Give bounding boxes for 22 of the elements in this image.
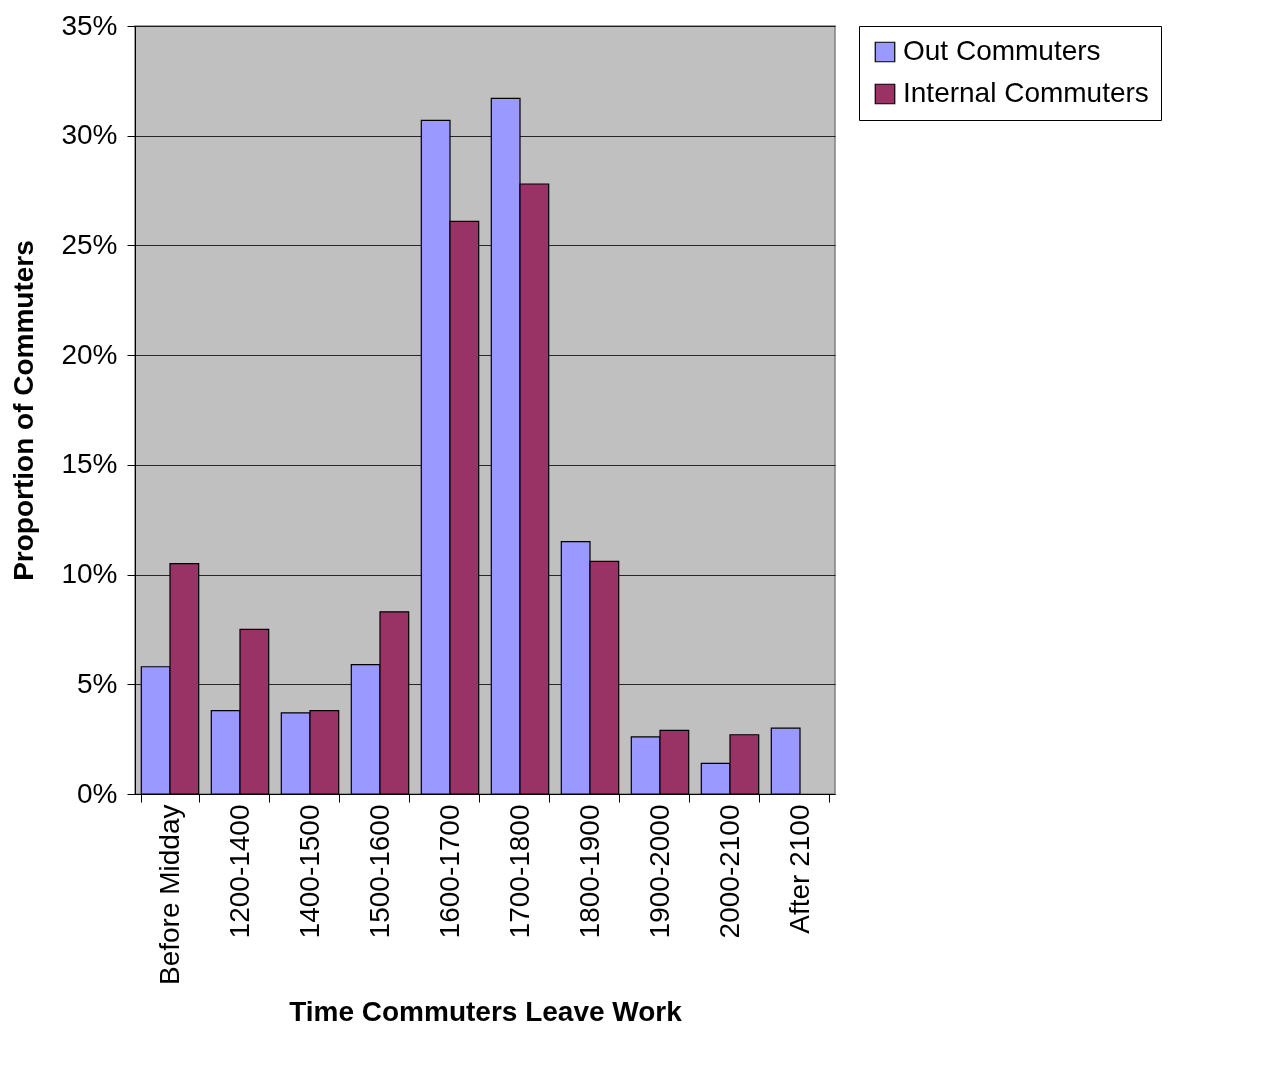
x-tick-label: 1400-1500 xyxy=(293,804,325,939)
legend-label: Internal Commuters xyxy=(903,77,1149,108)
y-tick-label: 20% xyxy=(61,338,118,370)
y-tick-label: 35% xyxy=(61,9,118,41)
x-tick-label: 1200-1400 xyxy=(223,804,255,939)
x-tick-label: After 2100 xyxy=(783,804,815,934)
x-tick-label: 1700-1800 xyxy=(503,804,535,939)
y-tick-label: 0% xyxy=(77,777,118,809)
x-tick-label: 1800-1900 xyxy=(573,804,605,939)
x-tick-label: 2000-2100 xyxy=(713,804,745,939)
y-tick-label: 10% xyxy=(61,558,118,590)
y-tick-label: 30% xyxy=(61,119,118,151)
y-tick-label: 15% xyxy=(61,448,118,480)
x-axis-title: Time Commuters Leave Work xyxy=(289,996,683,1028)
x-tick-label: Before Midday xyxy=(153,804,185,986)
legend-label: Out Commuters xyxy=(903,35,1101,66)
x-tick-label: 1900-2000 xyxy=(643,804,675,939)
x-tick-label: 1500-1600 xyxy=(363,804,395,939)
y-tick-label: 5% xyxy=(77,667,118,699)
y-axis-title: Proportion of Commuters xyxy=(8,240,40,581)
x-tick-label: 1600-1700 xyxy=(433,804,465,939)
y-tick-label: 25% xyxy=(61,228,118,260)
